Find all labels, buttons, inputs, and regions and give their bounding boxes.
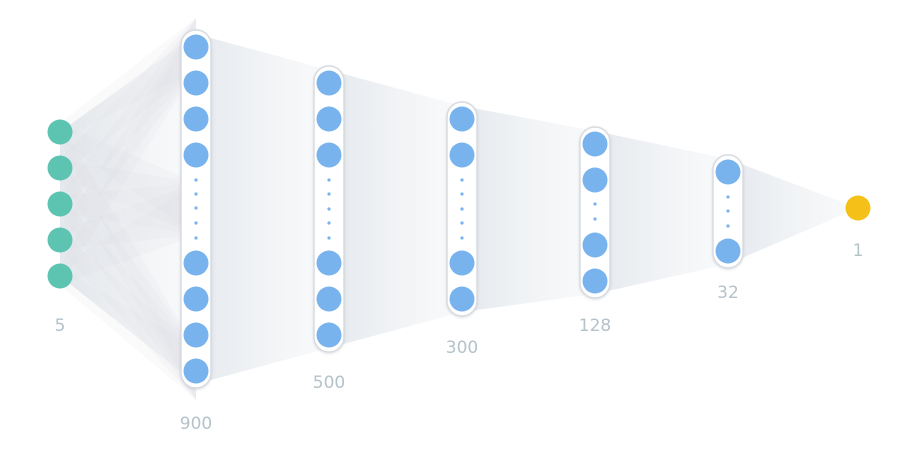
ellipsis-dot bbox=[460, 178, 464, 182]
ellipsis-dot bbox=[194, 178, 198, 182]
ellipsis-dot bbox=[460, 221, 464, 225]
hidden-node bbox=[183, 286, 209, 312]
ellipsis-dot bbox=[726, 224, 730, 228]
hidden-node bbox=[183, 34, 209, 60]
connection-fan-input-to-hidden-1 bbox=[60, 34, 196, 384]
layer-label-hidden-3: 300 bbox=[446, 338, 478, 358]
ellipsis-dot bbox=[726, 195, 730, 199]
layer-label-hidden-2: 500 bbox=[313, 373, 345, 393]
ellipsis-dot bbox=[327, 236, 331, 240]
connection-strand-input-2-1 bbox=[60, 183, 196, 235]
hidden-node bbox=[582, 232, 608, 258]
ellipsis-dot bbox=[194, 192, 198, 196]
layer-label-hidden-1: 900 bbox=[180, 414, 212, 434]
connection-fan-hidden-3-to-hidden-4 bbox=[462, 106, 595, 312]
hidden-node bbox=[183, 142, 209, 168]
hidden-node bbox=[183, 250, 209, 276]
hidden-node bbox=[582, 167, 608, 193]
ellipsis-dot bbox=[726, 209, 730, 213]
connection-strand-input-0-2 bbox=[60, 123, 196, 400]
input-node bbox=[47, 155, 73, 181]
hidden-node bbox=[449, 106, 475, 132]
connection-strand-input-2-2 bbox=[60, 195, 196, 400]
connection-strand-input-3-0 bbox=[60, 18, 196, 249]
hidden-node bbox=[582, 268, 608, 294]
ellipsis-dot bbox=[327, 207, 331, 211]
layer-label-input: 5 bbox=[55, 316, 66, 336]
layer-labels: 5 900 500 300 128 32 1 bbox=[55, 241, 864, 434]
ellipsis-dot bbox=[194, 206, 198, 210]
input-node bbox=[47, 119, 73, 145]
input-node bbox=[47, 263, 73, 289]
hidden-node bbox=[449, 250, 475, 276]
connection-strand-input-1-0 bbox=[60, 18, 196, 177]
connection-strand-input-1-2 bbox=[60, 159, 196, 400]
connection-strand-input-3-2 bbox=[60, 231, 196, 400]
ellipsis-dot bbox=[327, 221, 331, 225]
layer-capsule-hidden-4 bbox=[579, 126, 611, 299]
hidden-node bbox=[715, 238, 741, 264]
connection-strand-input-4-1 bbox=[60, 183, 196, 285]
ellipsis-dot bbox=[593, 202, 597, 206]
hidden-node bbox=[183, 70, 209, 96]
ellipsis-dot bbox=[327, 178, 331, 182]
ellipsis-dot bbox=[194, 236, 198, 240]
output-node bbox=[845, 195, 871, 221]
layer-label-hidden-4: 128 bbox=[579, 316, 611, 336]
connection-fan-hidden-4-to-hidden-5 bbox=[595, 131, 728, 294]
input-node bbox=[47, 191, 73, 217]
layer-label-output: 1 bbox=[853, 241, 864, 261]
connection-strand-input-0-0 bbox=[60, 18, 196, 141]
hidden-node bbox=[316, 286, 342, 312]
hidden-node bbox=[183, 358, 209, 384]
hidden-node bbox=[715, 159, 741, 185]
connection-strand-input-4-0 bbox=[60, 18, 196, 285]
neuron-nodes bbox=[47, 34, 871, 384]
connection-strand-input-0-1 bbox=[60, 123, 196, 235]
connection-strand-input-2-0 bbox=[60, 18, 196, 213]
hidden-node bbox=[582, 131, 608, 157]
ellipsis-dot bbox=[460, 192, 464, 196]
ellipsis-dot bbox=[327, 192, 331, 196]
hidden-node bbox=[316, 142, 342, 168]
hidden-node bbox=[316, 250, 342, 276]
hidden-node bbox=[316, 322, 342, 348]
connection-fan-hidden-2-to-hidden-3 bbox=[329, 70, 462, 348]
hidden-node bbox=[449, 142, 475, 168]
ellipsis-dot bbox=[460, 236, 464, 240]
connection-fan-hidden-5-to-output bbox=[728, 159, 858, 264]
ellipsis-dot bbox=[460, 207, 464, 211]
ellipsis-dot bbox=[593, 217, 597, 221]
layer-label-hidden-5: 32 bbox=[717, 283, 739, 303]
hidden-node bbox=[449, 286, 475, 312]
connection-fan-hidden-1-to-hidden-2 bbox=[196, 34, 329, 384]
hidden-node bbox=[316, 70, 342, 96]
ellipsis-dot bbox=[194, 221, 198, 225]
connection-strand-input-3-1 bbox=[60, 183, 196, 249]
connection-strand-input-4-2 bbox=[60, 267, 196, 400]
layer-connections bbox=[60, 18, 858, 400]
connection-strand-input-1-1 bbox=[60, 159, 196, 235]
input-node bbox=[47, 227, 73, 253]
hidden-node bbox=[316, 106, 342, 132]
hidden-node bbox=[183, 106, 209, 132]
hidden-node bbox=[183, 322, 209, 348]
